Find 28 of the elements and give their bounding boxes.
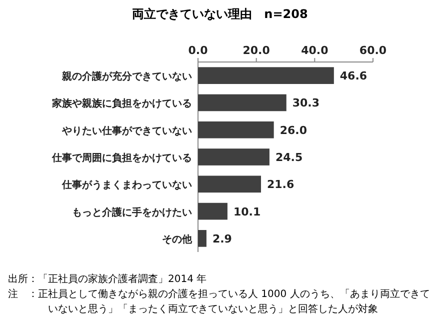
bar (198, 230, 206, 247)
data-label: 30.3 (292, 96, 320, 110)
text: 注 ：正社員として働きながら親の介護を担っている人 1000 人のうち、「あまり両立できていないと思う」「まったく両立できていないと思う」と回答した人が対象 (8, 288, 431, 317)
data-label: 26.0 (280, 124, 308, 137)
bar (198, 94, 286, 112)
bar (198, 202, 228, 220)
text: 出所：「正社員の家族介護者調査」2014 年 (8, 272, 208, 287)
bar (198, 121, 274, 138)
x-tick-label: 60.0 (359, 44, 387, 57)
y-tick-label: その他 (162, 233, 193, 246)
bar (198, 67, 334, 84)
chart-title: 両立できていない理由 n=208 (131, 6, 309, 23)
data-label: 21.6 (267, 178, 294, 192)
bar (198, 176, 261, 193)
y-tick-label: 仕事で周囲に負担をかけている (51, 152, 192, 164)
x-tick-label: 0.0 (188, 44, 208, 57)
bar (198, 148, 270, 166)
data-label: 46.6 (340, 70, 368, 83)
y-tick-label: 親の介護が充分できていない (61, 70, 192, 83)
data-label: 10.1 (233, 205, 261, 218)
x-tick-label: 40.0 (301, 44, 329, 57)
x-tick-label: 20.0 (242, 44, 270, 57)
y-tick-label: 家族や親族に負担をかけている (51, 98, 192, 110)
y-tick-label: やりたい仕事ができていない (61, 124, 192, 137)
y-tick-label: もっと介護に手をかけたい (72, 206, 192, 218)
y-tick-label: 仕事がうまくまわっていない (61, 179, 192, 192)
data-label: 2.9 (212, 232, 232, 246)
data-label: 24.5 (275, 151, 303, 164)
